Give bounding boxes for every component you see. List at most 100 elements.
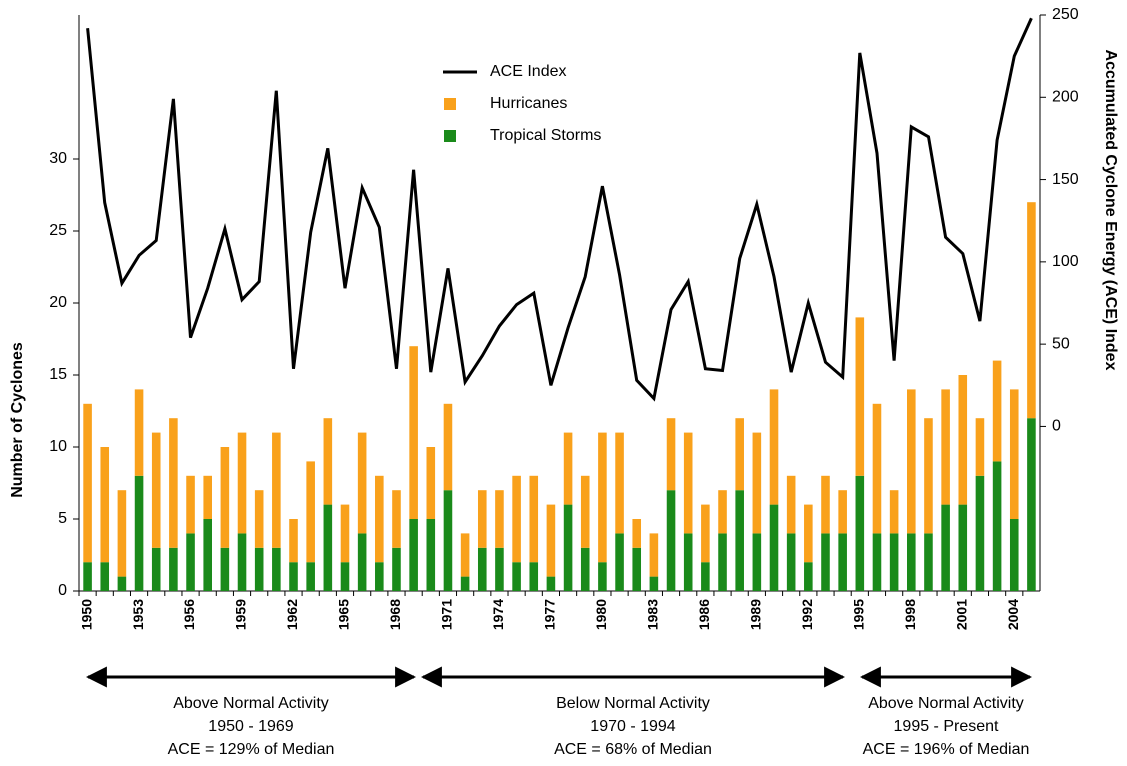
bar — [392, 490, 401, 548]
bar — [117, 490, 127, 577]
bar — [804, 504, 813, 563]
bar — [323, 504, 333, 591]
bar — [855, 317, 865, 476]
x-tick-label: 1950 — [78, 599, 94, 630]
y2-tick-label: 100 — [1052, 253, 1079, 270]
x-tick-label: 1992 — [799, 599, 815, 630]
bar — [872, 533, 882, 591]
bar — [546, 576, 556, 591]
bar — [615, 533, 624, 591]
bar — [975, 475, 985, 591]
y-tick-label: 20 — [49, 294, 67, 311]
bar — [546, 504, 556, 577]
bar — [203, 475, 212, 519]
bar — [598, 562, 607, 591]
legend-label: ACE Index — [490, 63, 566, 80]
bar — [340, 504, 350, 563]
bar — [134, 389, 144, 476]
x-tick-label: 1995 — [851, 599, 867, 630]
bar — [1009, 519, 1019, 591]
bar — [683, 432, 693, 534]
bar — [117, 576, 127, 591]
bar — [701, 504, 710, 563]
annotation-text: ACE = 68% of Median — [554, 741, 712, 758]
legend-swatch — [444, 130, 456, 142]
bar — [580, 547, 590, 591]
bar — [907, 389, 916, 534]
x-tick-label: 1953 — [130, 599, 146, 630]
annotation-text: 1950 - 1969 — [208, 718, 294, 735]
bar — [752, 533, 762, 591]
bar — [718, 490, 727, 534]
bar — [477, 490, 487, 548]
legend-swatch — [444, 98, 456, 110]
bar — [151, 432, 161, 548]
bar — [889, 533, 899, 591]
bar — [289, 562, 298, 591]
bar — [512, 562, 521, 591]
bar — [992, 360, 1002, 462]
bar — [477, 547, 487, 591]
bar — [924, 418, 933, 534]
y2-axis-label: Accumulated Cyclone Energy (ACE) Index — [1102, 50, 1119, 371]
bar — [598, 432, 607, 563]
bar — [169, 547, 178, 591]
bar — [855, 475, 865, 591]
x-tick-label: 1986 — [696, 599, 712, 630]
bar — [323, 418, 333, 505]
bar — [924, 533, 933, 591]
bar — [563, 504, 573, 591]
y-tick-label: 30 — [49, 150, 67, 167]
bar — [460, 533, 470, 577]
y2-tick-label: 0 — [1052, 418, 1061, 435]
bar — [100, 447, 110, 563]
bar — [786, 533, 796, 591]
bar — [357, 533, 367, 591]
y-tick-label: 10 — [49, 438, 67, 455]
bar — [203, 519, 212, 591]
bar — [735, 418, 744, 491]
x-tick-label: 2001 — [953, 599, 969, 630]
bar — [426, 447, 436, 519]
bar — [666, 418, 676, 491]
bar — [237, 432, 247, 534]
annotation-text: Above Normal Activity — [173, 695, 329, 712]
bar — [580, 475, 590, 548]
x-tick-label: 1980 — [593, 599, 609, 630]
bar — [306, 461, 315, 563]
bar — [889, 490, 899, 534]
x-tick-label: 1968 — [387, 599, 403, 630]
bar — [769, 389, 779, 505]
bar — [134, 475, 144, 591]
x-tick-label: 2004 — [1005, 599, 1021, 630]
bar — [838, 490, 847, 534]
bar — [563, 432, 573, 505]
annotation-text: Below Normal Activity — [556, 695, 710, 712]
x-tick-label: 1989 — [748, 599, 764, 630]
bar — [615, 432, 624, 534]
bar — [872, 403, 882, 534]
x-tick-label: 1998 — [902, 599, 918, 630]
bar — [186, 533, 195, 591]
bar — [357, 432, 367, 534]
bar — [375, 562, 384, 591]
x-tick-label: 1965 — [336, 599, 352, 630]
y-tick-label: 25 — [49, 222, 67, 239]
bar — [512, 475, 521, 563]
bar — [460, 576, 470, 591]
y-tick-label: 0 — [58, 582, 67, 599]
annotation-text: 1970 - 1994 — [590, 718, 676, 735]
bar — [254, 490, 264, 548]
bar — [272, 547, 281, 591]
bar — [495, 547, 504, 591]
annotation-text: ACE = 129% of Median — [168, 741, 335, 758]
bar — [804, 562, 813, 591]
bar — [941, 504, 950, 591]
x-tick-label: 1959 — [233, 599, 249, 630]
bar — [683, 533, 693, 591]
bar — [769, 504, 779, 591]
x-tick-label: 1962 — [284, 599, 300, 630]
bar — [443, 403, 453, 491]
y-tick-label: 15 — [49, 366, 67, 383]
